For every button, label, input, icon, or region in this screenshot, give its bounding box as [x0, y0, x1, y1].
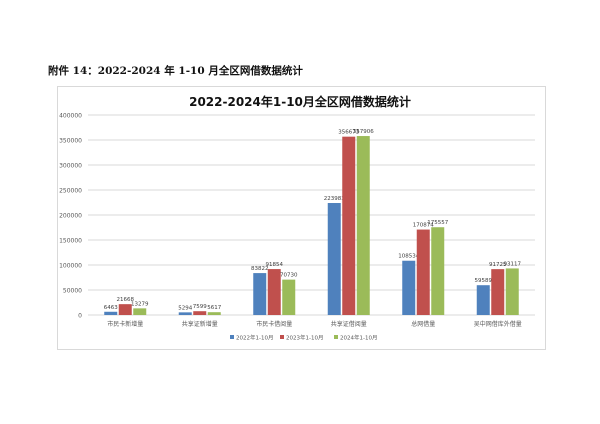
data-label: 13279	[131, 301, 149, 307]
bar	[505, 268, 519, 315]
chart-frame	[57, 86, 546, 350]
y-tick-label: 150000	[59, 238, 82, 245]
data-label: 70730	[280, 273, 298, 279]
data-label: 83822	[251, 266, 269, 272]
bar	[431, 227, 445, 315]
y-tick-label: 250000	[59, 188, 82, 195]
legend-label: 2023年1-10月	[286, 334, 323, 342]
y-tick-label: 300000	[59, 163, 82, 170]
bar	[178, 312, 192, 315]
data-label: 91854	[266, 262, 284, 268]
bar	[207, 312, 221, 315]
data-label: 93117	[504, 261, 522, 267]
data-label: 6463	[104, 305, 118, 311]
bar	[267, 269, 281, 315]
data-label: 170874	[413, 223, 434, 229]
data-label: 223983	[324, 196, 345, 202]
bar	[476, 285, 490, 315]
data-label: 108534	[398, 254, 419, 260]
bar	[104, 311, 118, 315]
y-tick-label: 350000	[59, 138, 82, 145]
data-label: 356673	[338, 130, 359, 136]
x-tick-label: 吴中网借库外借量	[474, 320, 522, 328]
x-tick-label: 市民卡新增量	[107, 320, 143, 328]
bar	[133, 308, 147, 315]
bar	[402, 260, 416, 315]
data-label: 21668	[117, 297, 135, 303]
data-label: 7599	[193, 304, 207, 310]
x-tick-label: 总网借量	[411, 320, 435, 328]
y-tick-label: 200000	[59, 213, 82, 220]
caption: 附件 14：2022-2024 年 1-10 月全区网借数据统计	[48, 65, 303, 77]
data-label: 5294	[178, 305, 192, 311]
y-tick-label: 0	[78, 313, 82, 320]
bar	[356, 136, 370, 315]
legend-swatch	[230, 335, 234, 339]
data-label: 357906	[353, 129, 374, 135]
bar	[491, 269, 505, 315]
legend-label: 2024年1-10月	[340, 334, 377, 342]
data-label: 59589	[475, 278, 493, 284]
legend-swatch	[334, 335, 338, 339]
x-tick-label: 市民卡借阅量	[256, 320, 292, 328]
y-tick-label: 50000	[63, 288, 82, 295]
bar	[253, 273, 267, 315]
y-tick-label: 100000	[59, 263, 82, 270]
bar	[118, 304, 132, 315]
bar	[342, 136, 356, 315]
bar	[282, 279, 296, 315]
legend-swatch	[280, 335, 284, 339]
data-label: 91725	[489, 262, 507, 268]
x-tick-label: 共享证借阅量	[331, 320, 367, 328]
y-tick-label: 400000	[59, 113, 82, 120]
bar	[193, 311, 207, 315]
legend-label: 2022年1-10月	[236, 334, 273, 342]
data-label: 5617	[207, 305, 221, 311]
x-tick-label: 共享证新增量	[182, 320, 218, 328]
chart-title: 2022-2024年1-10月全区网借数据统计	[189, 95, 411, 109]
bar	[416, 229, 430, 315]
data-label: 175557	[427, 220, 448, 226]
bar	[327, 203, 341, 315]
